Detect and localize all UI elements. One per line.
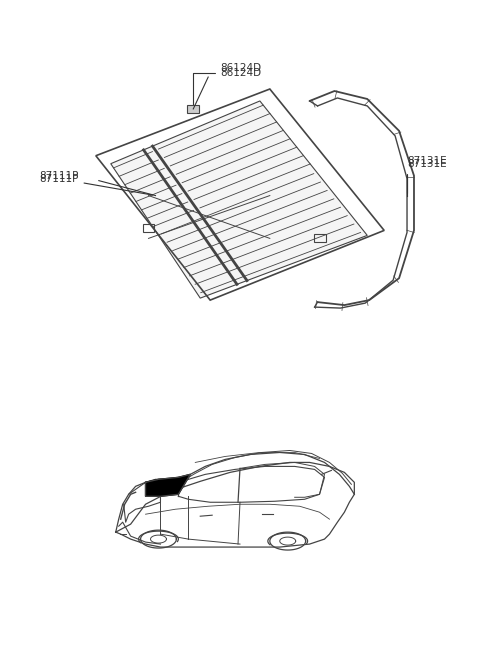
Text: 87111P: 87111P [39,174,153,195]
Text: 86124D: 86124D [220,63,261,73]
Text: 87131E: 87131E [407,159,447,193]
Polygon shape [111,101,367,298]
Polygon shape [145,474,190,496]
Text: 87131E: 87131E [407,156,447,166]
Polygon shape [187,105,199,113]
Text: 86124D: 86124D [193,68,261,106]
Text: 87111P: 87111P [39,171,79,181]
